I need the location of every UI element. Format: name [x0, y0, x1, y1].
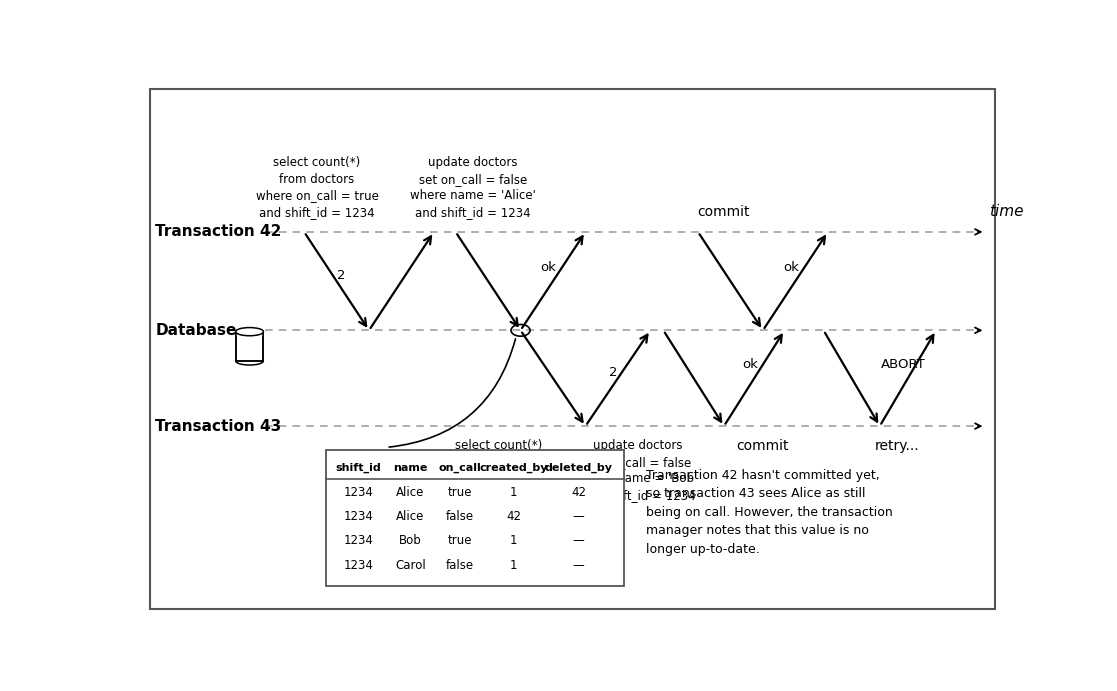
- Text: 1: 1: [509, 558, 517, 571]
- Text: 1: 1: [509, 534, 517, 547]
- Text: 2: 2: [610, 366, 618, 379]
- Text: name: name: [393, 463, 428, 473]
- Text: true: true: [448, 486, 472, 499]
- Text: 42: 42: [506, 510, 522, 523]
- Text: —: —: [573, 558, 584, 571]
- Text: select count(*)
from doctors
where on_call = true
and shift_id = 1234: select count(*) from doctors where on_ca…: [256, 156, 379, 218]
- Text: Carol: Carol: [395, 558, 426, 571]
- Bar: [236, 332, 264, 361]
- Text: false: false: [446, 558, 474, 571]
- Text: ok: ok: [783, 261, 799, 274]
- Text: true: true: [448, 534, 472, 547]
- Text: Alice: Alice: [397, 510, 424, 523]
- Text: 2: 2: [336, 269, 345, 283]
- Text: deleted_by: deleted_by: [544, 463, 612, 473]
- Text: Transaction 42 hasn't committed yet,
so transaction 43 sees Alice as still
being: Transaction 42 hasn't committed yet, so …: [646, 468, 892, 556]
- Text: Database: Database: [155, 323, 237, 338]
- Bar: [236, 328, 264, 336]
- Text: —: —: [573, 534, 584, 547]
- Text: commit: commit: [698, 205, 751, 218]
- Text: false: false: [446, 510, 474, 523]
- Text: 1234: 1234: [344, 510, 373, 523]
- Text: ok: ok: [541, 261, 556, 274]
- Text: Bob: Bob: [399, 534, 422, 547]
- Text: ABORT: ABORT: [881, 359, 926, 372]
- Text: commit: commit: [736, 439, 790, 453]
- Text: Alice: Alice: [397, 486, 424, 499]
- Text: 1234: 1234: [344, 534, 373, 547]
- Ellipse shape: [236, 328, 264, 336]
- Bar: [326, 450, 624, 586]
- Text: Transaction 42: Transaction 42: [155, 225, 281, 239]
- Text: select count(*)
from doctors
where on_call = true
and shift_id = 1234: select count(*) from doctors where on_ca…: [438, 439, 561, 502]
- Text: created_by: created_by: [479, 463, 547, 473]
- Text: update doctors
set on_call = false
where name = 'Bob'
and shift_id = 1234: update doctors set on_call = false where…: [577, 439, 697, 502]
- Text: ok: ok: [742, 359, 757, 372]
- Text: —: —: [573, 510, 584, 523]
- Text: 1234: 1234: [344, 486, 373, 499]
- Text: update doctors
set on_call = false
where name = 'Alice'
and shift_id = 1234: update doctors set on_call = false where…: [410, 156, 536, 218]
- Text: retry...: retry...: [875, 439, 919, 453]
- Text: Transaction 43: Transaction 43: [155, 419, 281, 434]
- Text: shift_id: shift_id: [336, 463, 382, 473]
- Text: 1234: 1234: [344, 558, 373, 571]
- Text: 1: 1: [509, 486, 517, 499]
- Text: 42: 42: [571, 486, 586, 499]
- Text: time: time: [989, 204, 1023, 218]
- Text: on_call: on_call: [439, 463, 481, 473]
